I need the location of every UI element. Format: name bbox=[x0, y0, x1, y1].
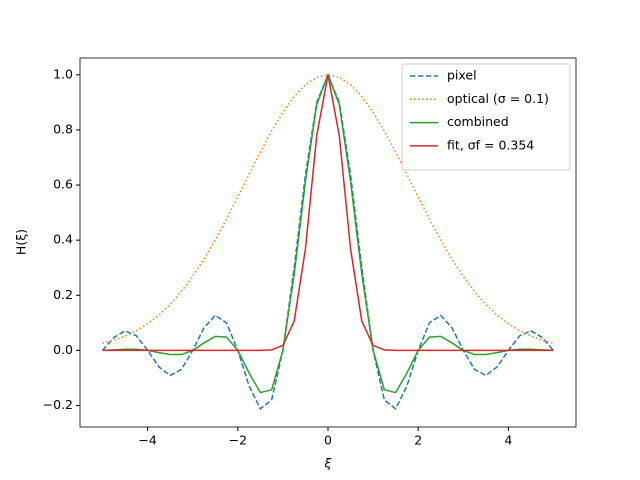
y-tick-label: 0.0 bbox=[53, 342, 73, 357]
x-tick-label: 2 bbox=[414, 433, 422, 448]
series-line bbox=[102, 74, 554, 352]
legend-label: fit, σf = 0.354 bbox=[447, 137, 534, 152]
legend-label: pixel bbox=[447, 68, 477, 83]
x-tick-label: 0 bbox=[324, 433, 332, 448]
y-axis-label: H(ξ) bbox=[14, 229, 29, 255]
x-tick-label: 4 bbox=[504, 433, 512, 448]
x-tick-label: −4 bbox=[138, 433, 156, 448]
legend-label: combined bbox=[447, 114, 509, 129]
y-tick-label: −0.2 bbox=[43, 397, 73, 412]
x-axis-label: ξ bbox=[324, 456, 333, 471]
legend-box bbox=[401, 63, 571, 171]
y-tick-label: 0.4 bbox=[53, 232, 73, 247]
y-tick-label: 0.2 bbox=[53, 287, 73, 302]
x-tick-label: −2 bbox=[229, 433, 247, 448]
legend-label: optical (σ = 0.1) bbox=[447, 91, 549, 106]
y-tick-label: 1.0 bbox=[53, 66, 73, 81]
plot-frame bbox=[79, 57, 577, 428]
series-line bbox=[101, 72, 555, 410]
y-tick-label: 0.6 bbox=[53, 177, 73, 192]
y-tick-label: 0.8 bbox=[53, 121, 73, 136]
